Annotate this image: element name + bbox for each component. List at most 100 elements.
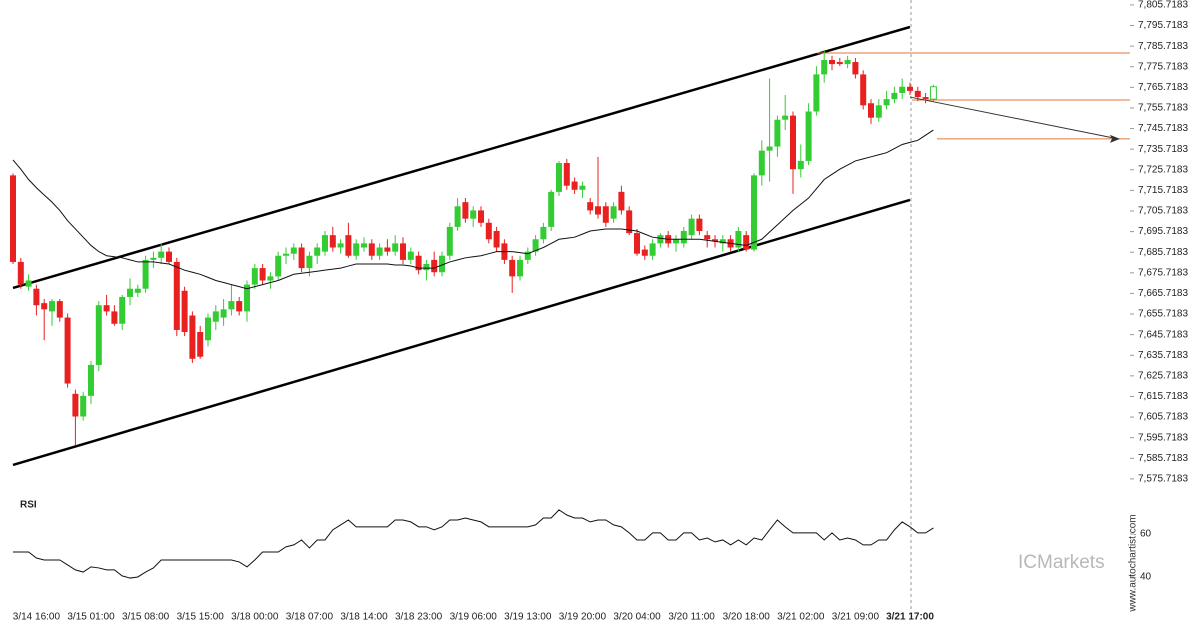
x-tick-label: 3/19 20:00 — [559, 612, 607, 623]
y-tick-label: 7,585.7183 — [1138, 453, 1188, 464]
candle-body — [376, 247, 383, 256]
candle-body — [306, 255, 313, 269]
candle-body — [368, 243, 375, 256]
candle-body — [17, 261, 24, 285]
candle-body — [673, 239, 679, 244]
y-tick-label: 7,635.7183 — [1138, 350, 1188, 361]
candle-body — [205, 317, 211, 341]
y-tick-label: 7,795.7183 — [1138, 20, 1188, 31]
y-tick-label: 7,595.7183 — [1138, 432, 1188, 443]
candle-body — [56, 301, 63, 318]
x-tick-label: 3/19 06:00 — [450, 612, 498, 623]
candle-body — [712, 239, 718, 242]
y-tick-label: 7,625.7183 — [1138, 370, 1188, 381]
candle-body — [634, 233, 640, 254]
x-tick-label: 3/15 08:00 — [122, 612, 170, 623]
candle-body — [228, 301, 235, 310]
candle-body — [548, 191, 555, 227]
candle-body — [134, 288, 141, 293]
x-tick-label: 3/20 11:00 — [668, 612, 715, 623]
x-tick-label: 3/18 23:00 — [395, 612, 443, 623]
arrow-head — [1110, 134, 1120, 143]
candle-body — [626, 210, 633, 234]
y-tick-label: 7,645.7183 — [1138, 329, 1188, 340]
candle-body — [493, 231, 500, 248]
candle-body — [470, 210, 477, 219]
candle-body — [719, 239, 726, 244]
y-tick-label: 7,805.7183 — [1138, 0, 1188, 11]
y-tick-label: 7,575.7183 — [1138, 474, 1188, 485]
y-tick-label: 7,685.7183 — [1138, 247, 1188, 258]
candle-body — [345, 235, 352, 256]
candle-body — [883, 99, 890, 106]
candle-body — [173, 261, 180, 330]
x-tick-label: 3/15 01:00 — [67, 612, 115, 623]
candle-body — [587, 202, 594, 211]
candle-body — [462, 202, 469, 219]
x-tick-label: 3/15 15:00 — [177, 612, 225, 623]
candle-body — [696, 218, 703, 232]
candle-body — [275, 255, 282, 277]
x-tick-label: 3/21 02:00 — [777, 612, 825, 623]
candle-body — [602, 206, 609, 223]
x-tick-label: 3/20 04:00 — [613, 612, 661, 623]
candle-body — [758, 150, 765, 176]
candle-body — [259, 268, 266, 281]
candle-body — [610, 206, 617, 219]
candle-body — [25, 280, 32, 287]
candle-body — [181, 290, 188, 332]
y-tick-label: 40 — [1140, 572, 1152, 583]
candle-body — [914, 90, 921, 98]
y-tick-label: 7,745.7183 — [1138, 123, 1188, 134]
candle-body — [540, 226, 547, 240]
candle-body — [478, 210, 484, 223]
candle-body — [197, 331, 204, 357]
candle-body — [790, 115, 796, 170]
candle-body — [88, 364, 94, 396]
y-tick-label: 7,725.7183 — [1138, 164, 1188, 175]
candle-body — [329, 235, 336, 248]
candle-body — [407, 251, 414, 260]
candle-body — [821, 59, 828, 75]
candle-body — [899, 86, 906, 93]
candle-body — [400, 243, 406, 260]
candle-body — [322, 235, 328, 252]
x-tick-label: 3/18 07:00 — [286, 612, 334, 623]
candle-body — [72, 393, 79, 417]
candle-body — [439, 255, 445, 273]
x-tick-label: 3/14 16:00 — [13, 612, 61, 623]
y-tick-label: 7,695.7183 — [1138, 226, 1188, 237]
candle-body — [189, 315, 196, 359]
candle-body — [415, 255, 422, 271]
candle-body — [805, 111, 812, 161]
candle-body — [33, 288, 40, 306]
candle-body — [10, 175, 16, 262]
candle-body — [680, 231, 687, 244]
candle-body — [743, 235, 750, 250]
y-tick-label: 7,705.7183 — [1138, 206, 1188, 217]
candle-body — [556, 163, 562, 192]
candle-body — [142, 259, 149, 289]
moving-average — [12, 129, 934, 290]
x-tick-label: 3/21 17:00 — [886, 612, 934, 623]
rsi-title: RSI — [20, 500, 37, 511]
candle-body — [384, 247, 391, 252]
candle-body — [119, 296, 126, 324]
channel-line — [12, 25, 911, 290]
candle-body — [446, 226, 453, 256]
candle-body — [735, 231, 742, 248]
candle-body — [251, 268, 258, 285]
channel-line — [12, 198, 911, 467]
candle-body — [111, 311, 118, 324]
y-tick-label: 7,775.7183 — [1138, 61, 1188, 72]
y-tick-label: 60 — [1140, 529, 1152, 540]
watermark-site: www.autochartist.com — [1128, 514, 1139, 612]
candle-body — [922, 97, 929, 100]
candle-body — [782, 115, 789, 120]
candle-body — [150, 257, 157, 260]
candle-body — [657, 235, 664, 244]
candle-body — [766, 146, 773, 151]
candle-body — [868, 103, 874, 118]
candle-body — [431, 259, 438, 273]
